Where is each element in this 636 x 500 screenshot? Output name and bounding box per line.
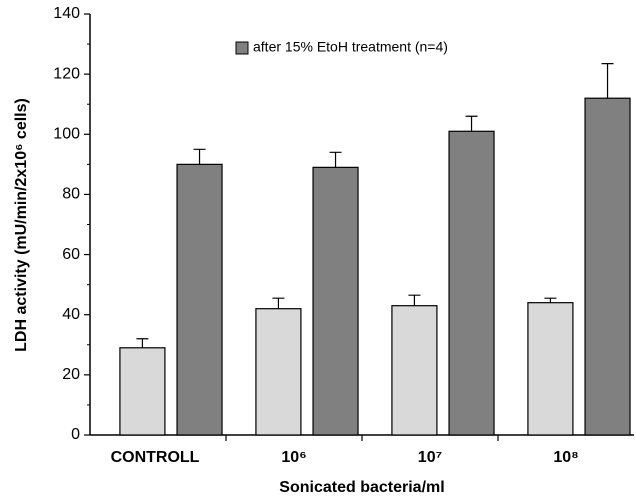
error-bar [193, 148, 206, 165]
y-tick-label: 140 [53, 5, 80, 22]
x-axis-label: Sonicated bacteria/ml [279, 479, 444, 496]
error-bar [544, 297, 557, 303]
error-bar [408, 294, 421, 306]
bar [255, 308, 302, 436]
error-bar [136, 338, 149, 348]
bar [391, 305, 438, 436]
bar [584, 97, 631, 436]
error-bar [272, 297, 285, 309]
y-tick-label: 80 [62, 186, 80, 203]
y-tick-label: 120 [53, 65, 80, 82]
y-tick-label: 40 [62, 306, 80, 323]
bar [312, 166, 359, 436]
x-tick-label: 10⁷ [418, 449, 442, 466]
error-bar [329, 151, 342, 168]
bar [448, 130, 495, 436]
y-tick-label: 20 [62, 366, 80, 383]
x-tick-label: 10⁸ [553, 449, 578, 466]
y-tick-label: 100 [53, 126, 80, 143]
x-tick-label: 10⁶ [281, 449, 306, 466]
legend-label: after 15% EtoH treatment (n=4) [253, 39, 448, 55]
y-axis-label: LDH activity (mU/min/2x10⁶ cells) [13, 98, 30, 352]
x-tick-label: CONTROLL [111, 449, 200, 466]
error-bar [601, 63, 614, 99]
bar [119, 347, 166, 436]
bar [527, 302, 574, 436]
y-tick-label: 60 [62, 246, 80, 263]
error-bar [465, 115, 478, 132]
y-tick-label: 0 [71, 426, 80, 443]
legend-swatch [235, 41, 249, 55]
bar [176, 163, 223, 436]
